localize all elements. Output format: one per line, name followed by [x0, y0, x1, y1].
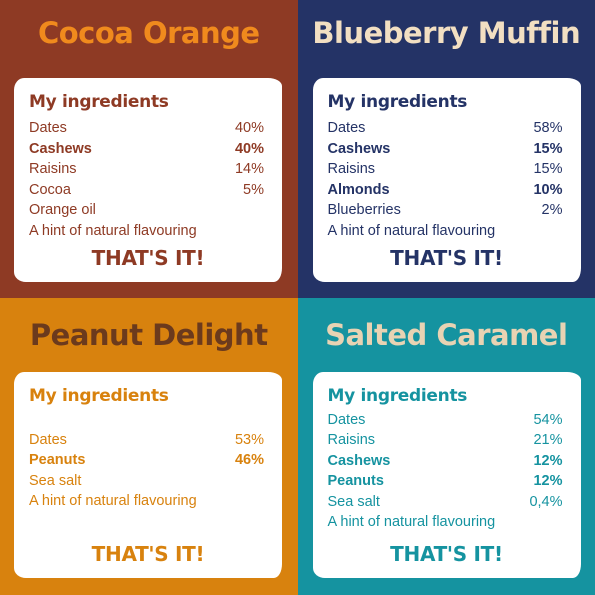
tagline: THAT'S IT! — [390, 541, 503, 566]
ingredient-row: A hint of natural flavouring — [29, 221, 264, 242]
ingredient-row: Dates 53% — [29, 430, 264, 451]
ingredient-name: Peanuts — [29, 452, 86, 468]
ingredient-name: Raisins — [327, 432, 376, 448]
panel-peanut-delight: Peanut Delight My ingredients Dates 53% Pe… — [0, 297, 298, 595]
tagline: THAT'S IT! — [390, 246, 503, 270]
ingredient-row: Orange oil — [29, 200, 264, 221]
ingredients-list: Dates 40% Cashews 40% Raisins 14% Cocoa 5% Orang… — [29, 118, 264, 241]
ingredient-row: Dates 40% — [29, 118, 264, 139]
panel-title: Blueberry Muffin — [312, 16, 581, 50]
ingredient-name: Dates — [327, 411, 366, 428]
ingredients-heading: My ingredients — [327, 92, 468, 112]
ingredient-row: Sea salt — [29, 471, 264, 492]
ingredient-percentage: 12% — [533, 473, 563, 489]
ingredient-row: A hint of natural flavouring — [29, 491, 264, 512]
ingredient-row: Cashews 12% — [328, 451, 563, 472]
ingredient-percentage: 58% — [533, 120, 563, 136]
panel-title: Cocoa Orange — [37, 16, 260, 50]
ingredient-percentage: 14% — [234, 161, 264, 177]
ingredient-percentage: 40% — [234, 140, 264, 157]
panel-title: Salted Caramel — [325, 317, 568, 352]
ingredients-card: My ingredients Dates 58% Cashews 15% Raisins… — [312, 78, 581, 282]
ingredients-heading: My ingredients — [29, 92, 169, 112]
ingredient-name: A hint of natural flavouring — [327, 222, 496, 239]
ingredient-row: A hint of natural flavouring — [328, 221, 563, 242]
ingredients-card: My ingredients Dates 40% Cashews 40% Raisins… — [14, 78, 282, 282]
ingredient-name: Sea salt — [327, 493, 380, 510]
ingredient-percentage: 12% — [533, 452, 563, 469]
ingredients-list: Dates 54% Raisins 21% Cashews 12% Peanuts 12% Se… — [328, 410, 563, 533]
ingredient-name: A hint of natural flavouring — [29, 493, 197, 509]
ingredient-row: A hint of natural flavouring — [328, 512, 563, 533]
ingredients-heading: My ingredients — [327, 385, 468, 406]
ingredients-list: Dates 58% Cashews 15% Raisins 15% Almonds 10% Bl… — [328, 118, 563, 241]
ingredient-percentage: 10% — [533, 181, 563, 198]
ingredient-percentage: 0,4% — [529, 493, 563, 510]
ingredient-name: Cashews — [29, 140, 92, 157]
ingredient-name: Raisins — [327, 161, 376, 177]
ingredient-percentage: 5% — [243, 181, 264, 198]
ingredient-row: Cashews 40% — [29, 139, 264, 160]
ingredient-row: Dates 54% — [328, 410, 563, 431]
ingredient-percentage: 54% — [533, 411, 563, 428]
ingredient-row: Sea salt 0,4% — [328, 492, 563, 513]
ingredients-card: My ingredients Dates 54% Raisins 21% Cashews… — [312, 371, 581, 578]
ingredient-name: Blueberries — [327, 202, 401, 218]
tagline: THAT'S IT! — [91, 541, 205, 566]
panel-blueberry-muffin: Blueberry Muffin My ingredients Dates 58%… — [297, 0, 595, 298]
ingredient-row: Raisins 21% — [328, 430, 563, 451]
tagline: THAT'S IT! — [91, 246, 205, 270]
ingredient-name: Almonds — [327, 181, 390, 198]
ingredient-percentage: 15% — [533, 140, 563, 157]
ingredient-row: Almonds 10% — [328, 180, 563, 201]
ingredients-list: Dates 53% Peanuts 46% Sea salt A hint of natu… — [29, 430, 264, 512]
panel-title: Peanut Delight — [29, 317, 268, 352]
ingredient-name: A hint of natural flavouring — [327, 514, 496, 530]
ingredient-row: Peanuts 12% — [328, 471, 563, 492]
ingredient-percentage: 46% — [234, 452, 264, 468]
ingredient-row: Peanuts 46% — [29, 450, 264, 471]
ingredient-name: Dates — [29, 120, 67, 136]
ingredient-name: Raisins — [29, 161, 77, 177]
ingredients-card: My ingredients Dates 53% Peanuts 46% Sea sal… — [14, 371, 282, 578]
ingredients-heading: My ingredients — [29, 385, 169, 406]
panel-cocoa-orange: Cocoa Orange My ingredients Dates 40% Cash… — [0, 0, 298, 298]
ingredient-row: Raisins 15% — [328, 159, 563, 180]
ingredient-name: Cashews — [327, 452, 391, 469]
ingredient-name: Orange oil — [29, 202, 96, 218]
ingredient-name: Peanuts — [327, 473, 384, 489]
ingredient-percentage: 40% — [234, 120, 264, 136]
ingredient-name: A hint of natural flavouring — [29, 222, 197, 239]
ingredient-name: Cocoa — [29, 181, 71, 198]
panel-salted-caramel: Salted Caramel My ingredients Dates 54% Ra… — [297, 297, 595, 595]
ingredient-name: Dates — [327, 120, 366, 136]
ingredient-percentage: 21% — [533, 432, 563, 448]
ingredient-row: Cocoa 5% — [29, 180, 264, 201]
ingredient-row: Dates 58% — [328, 118, 563, 139]
ingredient-name: Cashews — [327, 140, 391, 157]
ingredient-percentage: 2% — [541, 202, 563, 218]
ingredient-row: Cashews 15% — [328, 139, 563, 160]
ingredient-percentage: 15% — [533, 161, 563, 177]
ingredient-row: Blueberries 2% — [328, 200, 563, 221]
ingredient-name: Dates — [29, 431, 67, 448]
ingredient-name: Sea salt — [29, 472, 82, 489]
ingredient-row: Raisins 14% — [29, 159, 264, 180]
ingredient-percentage: 53% — [234, 431, 264, 448]
